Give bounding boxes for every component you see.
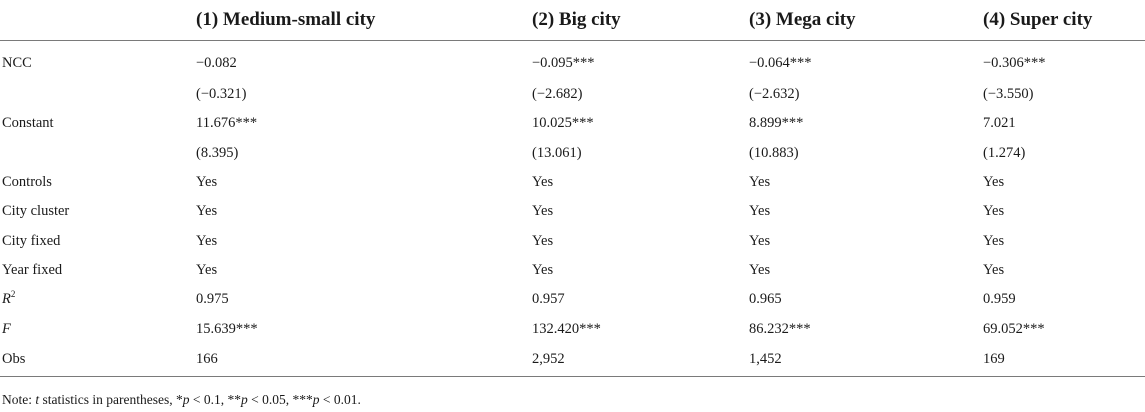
regression-table: (1) Medium-small city (2) Big city (3) M… — [0, 0, 1145, 377]
row-label — [0, 80, 196, 109]
table-row: R2 0.975 0.957 0.965 0.959 — [0, 285, 1145, 314]
table-cell: 0.959 — [983, 291, 1016, 308]
table-row: City cluster Yes Yes Yes Yes — [0, 197, 1145, 226]
table-cell: −0.095*** — [532, 55, 595, 71]
note-t-symbol: t — [35, 392, 40, 407]
table-cell: Yes — [196, 232, 218, 249]
table-cell: 7.021 — [983, 115, 1016, 132]
row-label: NCC — [2, 55, 32, 71]
row-label: Controls — [2, 174, 52, 191]
table-row: Obs 166 2,952 1,452 169 — [0, 343, 1145, 377]
table-cell: (−3.550) — [983, 86, 1034, 103]
note-text-4: < 0.01. — [319, 392, 361, 407]
table-row: NCC −0.082 −0.095*** −0.064*** −0.306*** — [0, 41, 1145, 81]
note-p-symbol: p — [312, 392, 320, 407]
header-cell-big-city: (2) Big city — [532, 0, 749, 41]
table-cell: 10.025*** — [532, 115, 594, 132]
table-cell: 1,452 — [749, 343, 983, 377]
table-cell: 2,952 — [532, 343, 749, 377]
table-cell: Yes — [983, 174, 1005, 191]
table-row: Controls Yes Yes Yes Yes — [0, 168, 1145, 197]
table-cell: 15.639*** — [196, 320, 258, 337]
note-p-symbol: p — [182, 392, 190, 407]
table-cell: 132.420*** — [532, 320, 601, 337]
header-cell-mega-city: (3) Mega city — [749, 0, 983, 41]
table-cell: Yes — [532, 203, 554, 220]
r-symbol: R — [2, 291, 11, 308]
table-cell: Yes — [749, 232, 771, 249]
table-cell: 166 — [196, 343, 532, 377]
table-row: F 15.639*** 132.420*** 86.232*** 69.052*… — [0, 314, 1145, 343]
table-cell: (1.274) — [983, 144, 1026, 161]
table-cell: 86.232*** — [749, 320, 811, 337]
note-text-3: < 0.05, *** — [247, 392, 313, 407]
table-row: Constant 11.676*** 10.025*** 8.899*** 7.… — [0, 109, 1145, 138]
table-cell: (13.061) — [532, 144, 582, 161]
table-cell: (−2.632) — [749, 86, 800, 103]
table-cell: Yes — [749, 174, 771, 191]
table-cell: Yes — [983, 203, 1005, 220]
table-cell: 0.957 — [532, 291, 565, 308]
table-cell: Yes — [532, 261, 554, 278]
row-label: City cluster — [2, 203, 70, 220]
table-note: Note: t statistics in parentheses, *p < … — [2, 392, 361, 408]
table-cell: Yes — [983, 232, 1005, 249]
row-label: City fixed — [2, 232, 61, 249]
row-label — [0, 139, 196, 168]
row-label: Year fixed — [2, 261, 63, 278]
table-cell: 0.965 — [749, 291, 782, 308]
table-cell: 0.975 — [196, 291, 229, 308]
note-p-symbol: p — [241, 392, 248, 407]
table-cell: Yes — [983, 261, 1005, 278]
table-row: (8.395) (13.061) (10.883) (1.274) — [0, 139, 1145, 168]
regression-table-container: (1) Medium-small city (2) Big city (3) M… — [0, 0, 1145, 377]
table-cell: Yes — [196, 174, 218, 191]
table-cell: 169 — [983, 343, 1145, 377]
table-cell: Yes — [749, 203, 771, 220]
table-cell: −0.082 — [196, 55, 237, 71]
row-label-r-squared: R2 — [0, 285, 196, 314]
table-cell: Yes — [196, 261, 218, 278]
row-label: Constant — [2, 115, 54, 132]
table-cell: Yes — [532, 174, 554, 191]
header-row: (1) Medium-small city (2) Big city (3) M… — [0, 0, 1145, 41]
note-prefix: Note: — [2, 392, 36, 407]
header-cell-super-city: (4) Super city — [983, 0, 1145, 41]
header-cell-empty — [0, 0, 196, 41]
table-row: City fixed Yes Yes Yes Yes — [0, 226, 1145, 255]
table-cell: 11.676*** — [196, 115, 258, 132]
note-text-1: statistics in parentheses, * — [39, 392, 183, 407]
table-cell: Yes — [196, 203, 218, 220]
table-cell: (−0.321) — [196, 86, 247, 103]
row-label: Obs — [0, 343, 196, 377]
table-cell: −0.064*** — [749, 55, 812, 71]
table-row: (−0.321) (−2.682) (−2.632) (−3.550) — [0, 80, 1145, 109]
table-cell: (8.395) — [196, 144, 239, 161]
note-text-2: < 0.1, ** — [189, 392, 241, 407]
table-cell: 8.899*** — [749, 115, 804, 132]
table-cell: 69.052*** — [983, 320, 1045, 337]
table-cell: (−2.682) — [532, 86, 583, 103]
table-cell: Yes — [532, 232, 554, 249]
table-cell: −0.306*** — [983, 55, 1046, 71]
squared-superscript: 2 — [10, 289, 16, 300]
f-symbol: F — [2, 320, 11, 337]
table-row: Year fixed Yes Yes Yes Yes — [0, 256, 1145, 285]
row-label-f: F — [0, 314, 196, 343]
header-cell-medium-small-city: (1) Medium-small city — [196, 0, 532, 41]
table-cell: Yes — [749, 261, 771, 278]
table-cell: (10.883) — [749, 144, 799, 161]
